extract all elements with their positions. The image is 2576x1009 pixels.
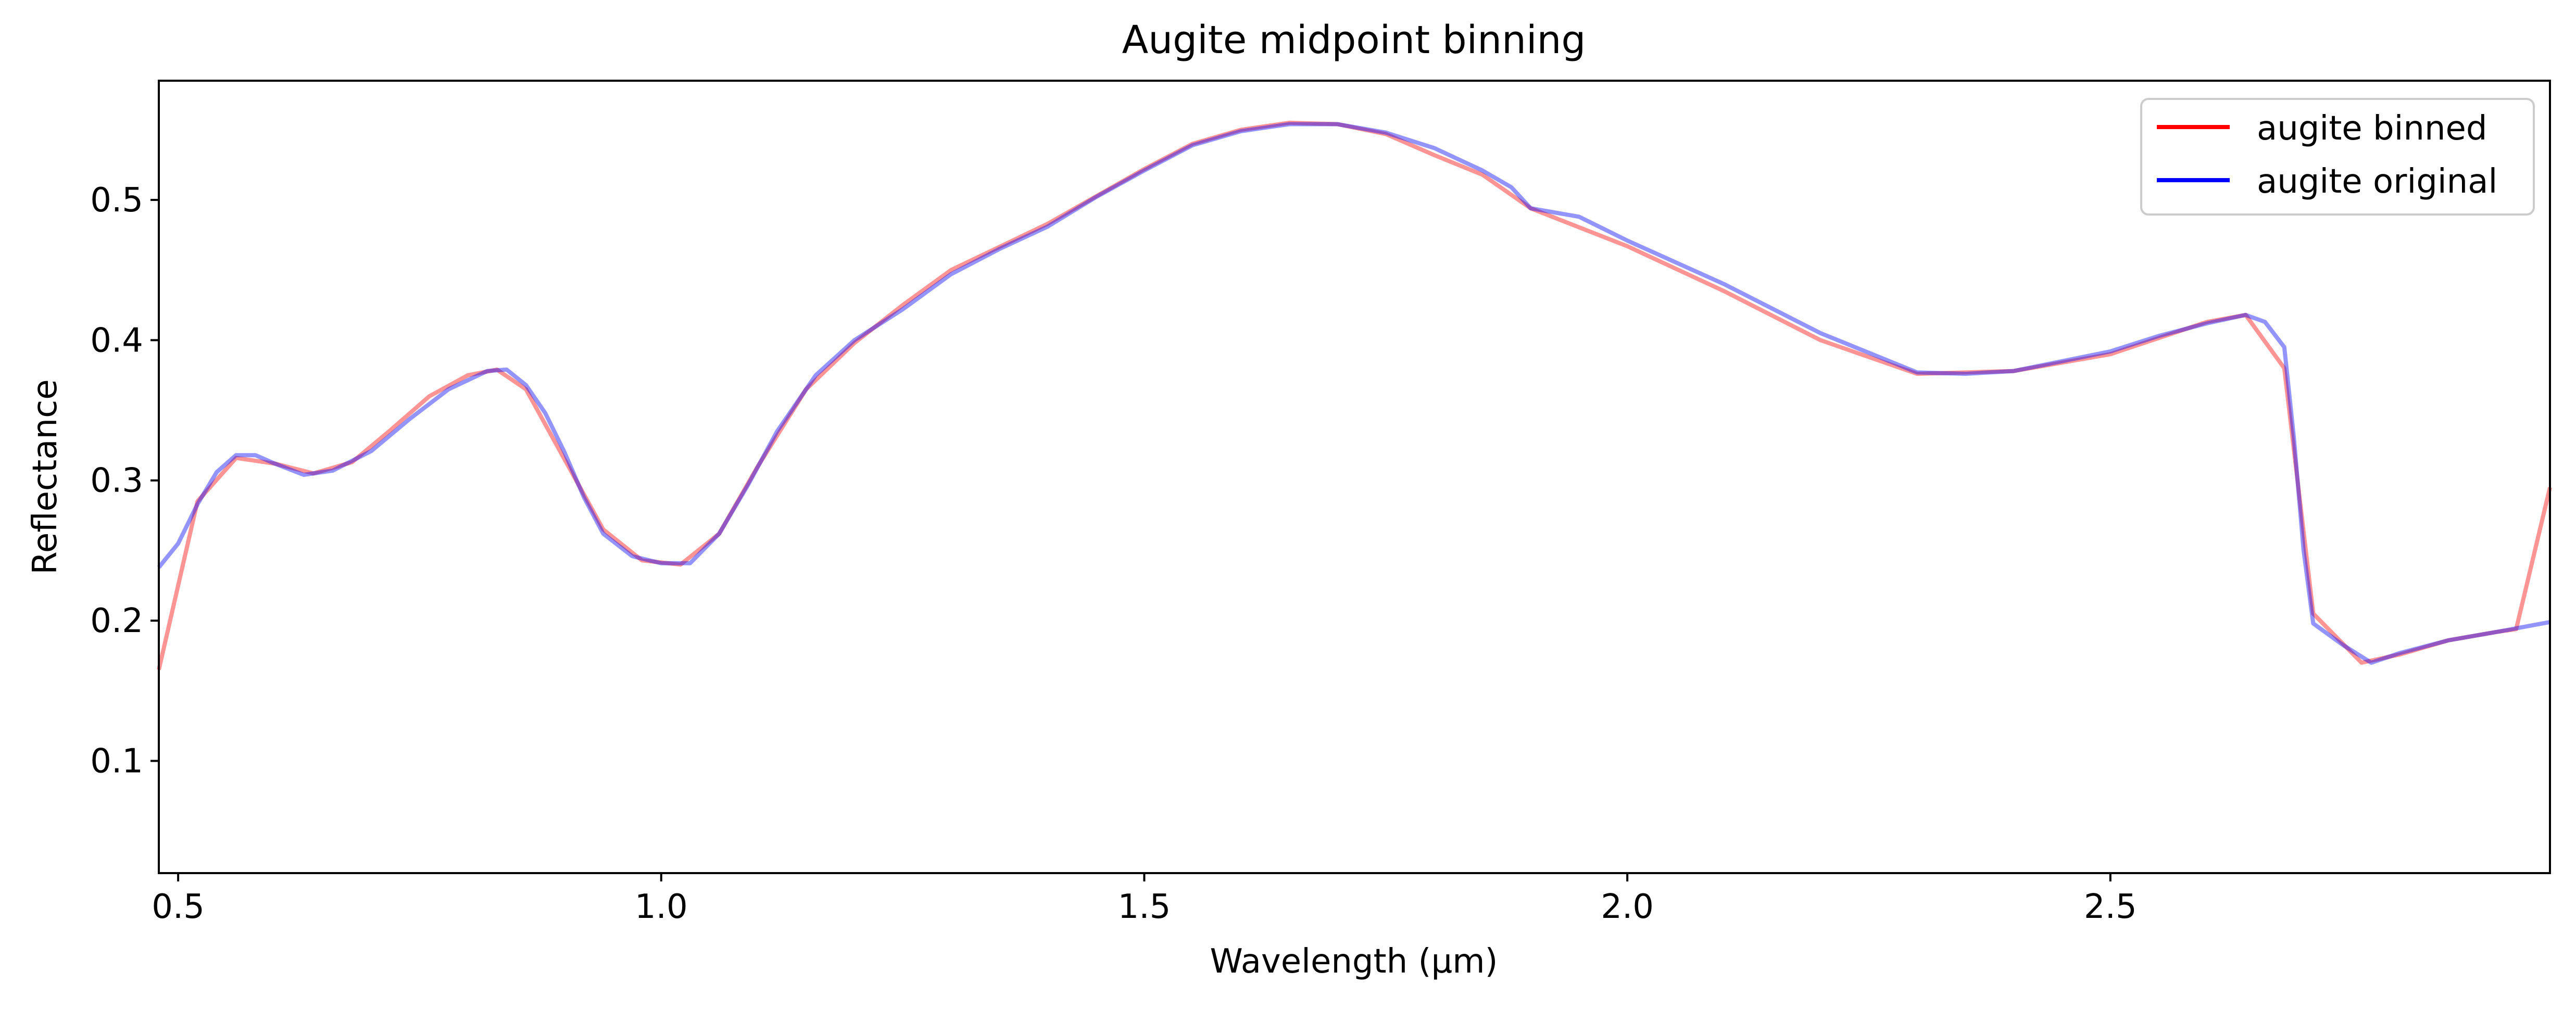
y-tick-label: 0.4 [90,321,143,360]
y-axis-label: Reflectance [26,379,65,574]
x-tick-label: 0.5 [152,888,205,926]
series-layer [157,120,2552,671]
y-axis: 0.1 0.2 0.3 0.4 0.5 [90,181,159,780]
series-line-augite-binned [157,120,2552,671]
legend: augite binned augite original [2140,98,2535,216]
y-tick-label: 0.3 [90,462,143,500]
series-line-augite-original [157,122,2550,665]
legend-label-augite-original: augite original [2257,162,2497,201]
x-axis-label: Wavelength (µm) [1210,942,1498,981]
x-tick-label: 2.5 [2084,888,2137,926]
x-axis: 0.5 1.0 1.5 2.0 2.5 [152,873,2137,926]
y-tick-label: 0.2 [90,602,143,640]
legend-box [2140,98,2535,216]
plot-frame [158,80,2551,874]
chart-title: Augite midpoint binning [1122,18,1586,62]
y-tick-label: 0.5 [90,181,143,220]
x-tick-label: 2.0 [1601,888,1654,926]
legend-label-augite-binned: augite binned [2257,109,2487,148]
x-tick-label: 1.5 [1118,888,1171,926]
x-tick-label: 1.0 [635,888,688,926]
y-tick-label: 0.1 [90,742,143,780]
